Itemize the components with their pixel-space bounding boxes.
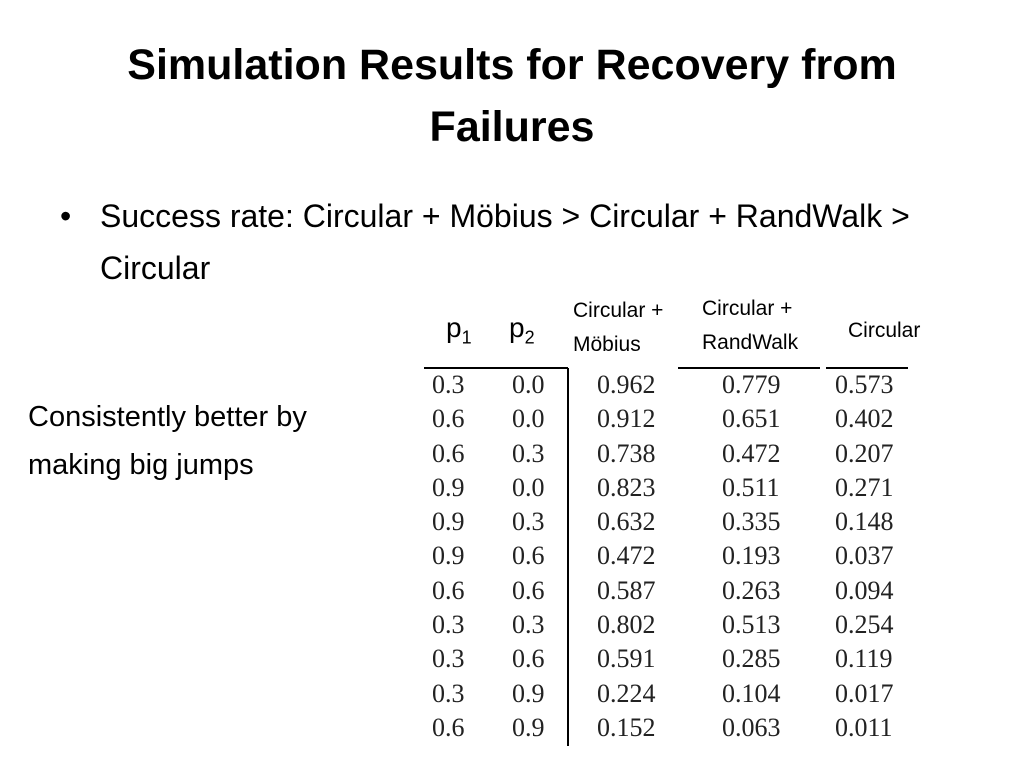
- table-cell: 0.651: [722, 404, 781, 434]
- table-cell: 0.0: [512, 472, 545, 502]
- table-cell: 0.573: [835, 370, 894, 399]
- table-cell: 0.6: [432, 404, 465, 434]
- table-cell: 0.152: [597, 712, 656, 742]
- table-cell: 0.104: [722, 678, 781, 708]
- header-circular: Circular: [848, 319, 921, 342]
- table-cell: 0.591: [597, 644, 656, 674]
- table-cell: 0.335: [722, 507, 781, 537]
- table-cell: 0.094: [835, 575, 894, 605]
- table-cell: 0.472: [597, 541, 656, 571]
- table-cell: 0.9: [432, 541, 465, 571]
- table-cell: 0.402: [835, 404, 894, 434]
- table-top-rule: [424, 367, 568, 369]
- table-cell: 0.148: [835, 507, 894, 537]
- table-cell: 0.3: [512, 507, 545, 537]
- table-cell: 0.9: [432, 472, 465, 502]
- header-circular-randwalk: Circular + RandWalk: [702, 297, 799, 354]
- header-circular-mobius: Circular + Möbius: [573, 299, 664, 356]
- table-cell: 0.063: [722, 712, 781, 742]
- table-cell: 0.271: [835, 472, 894, 502]
- column-circular-randwalk: 0.779 0.651 0.472 0.511 0.335 0.193 0.263 0.513…: [722, 368, 781, 745]
- bullet-item: • Success rate: Circular + Möbius > Circ…: [60, 190, 960, 294]
- bullet-list: • Success rate: Circular + Möbius > Circ…: [60, 190, 960, 294]
- table-cell: 0.017: [835, 678, 894, 708]
- bullet-text: Success rate: Circular + Möbius > Circul…: [100, 198, 910, 286]
- table-cell: 0.224: [597, 678, 656, 708]
- circular-top-rule: [826, 367, 908, 369]
- table-cell: 0.6: [432, 438, 465, 468]
- table-cell: 0.511: [722, 472, 780, 502]
- table-cell: 0.513: [722, 610, 781, 640]
- table-cell: 0.779: [722, 370, 781, 399]
- randwalk-top-rule: [678, 367, 820, 369]
- table-cell: 0.912: [597, 404, 656, 434]
- table-cell: 0.0: [512, 370, 545, 399]
- table-cell: 0.3: [432, 610, 465, 640]
- table-cell: 0.823: [597, 472, 656, 502]
- table-cell: 0.263: [722, 575, 781, 605]
- table-cell: 0.587: [597, 575, 656, 605]
- table-cell: 0.802: [597, 610, 656, 640]
- header-p2: p2: [509, 312, 535, 348]
- table-cell: 0.193: [722, 541, 781, 571]
- table-cell: 0.6: [432, 575, 465, 605]
- table-cell: 0.9: [432, 507, 465, 537]
- column-p1: 0.3 0.6 0.6 0.9 0.9 0.9 0.6 0.3 0.3 0.3 0.6: [432, 368, 465, 745]
- table-cell: 0.6: [512, 644, 545, 674]
- column-circular: 0.573 0.402 0.207 0.271 0.148 0.037 0.094 0.254…: [835, 368, 894, 745]
- table-cell: 0.285: [722, 644, 781, 674]
- column-circular-mobius: 0.962 0.912 0.738 0.823 0.632 0.472 0.587 0.802…: [597, 368, 656, 745]
- table-cell: 0.632: [597, 507, 656, 537]
- table-cell: 0.119: [835, 644, 893, 674]
- column-p2: 0.0 0.0 0.3 0.0 0.3 0.6 0.6 0.3 0.6 0.9 0.9: [512, 368, 545, 745]
- table-cell: 0.254: [835, 610, 894, 640]
- table-cell: 0.0: [512, 404, 545, 434]
- table-cell: 0.6: [512, 541, 545, 571]
- table-divider-rule: [567, 368, 569, 746]
- table-cell: 0.207: [835, 438, 894, 468]
- table-cell: 0.3: [432, 678, 465, 708]
- side-note: Consistently better by making big jumps: [28, 401, 307, 481]
- slide-title: Simulation Results for Recovery from Fai…: [127, 41, 897, 151]
- table-cell: 0.472: [722, 438, 781, 468]
- table-cell: 0.011: [835, 712, 893, 742]
- table-cell: 0.962: [597, 370, 656, 399]
- bullet-dot-icon: •: [60, 198, 72, 234]
- table-cell: 0.3: [512, 610, 545, 640]
- header-p1: p1: [446, 312, 472, 348]
- table-cell: 0.3: [512, 438, 545, 468]
- table-cell: 0.9: [512, 678, 545, 708]
- table-cell: 0.037: [835, 541, 894, 571]
- table-cell: 0.6: [432, 712, 465, 742]
- table-cell: 0.3: [432, 644, 465, 674]
- table-cell: 0.6: [512, 575, 545, 605]
- table-cell: 0.9: [512, 712, 545, 742]
- table-cell: 0.3: [432, 370, 465, 399]
- table-cell: 0.738: [597, 438, 656, 468]
